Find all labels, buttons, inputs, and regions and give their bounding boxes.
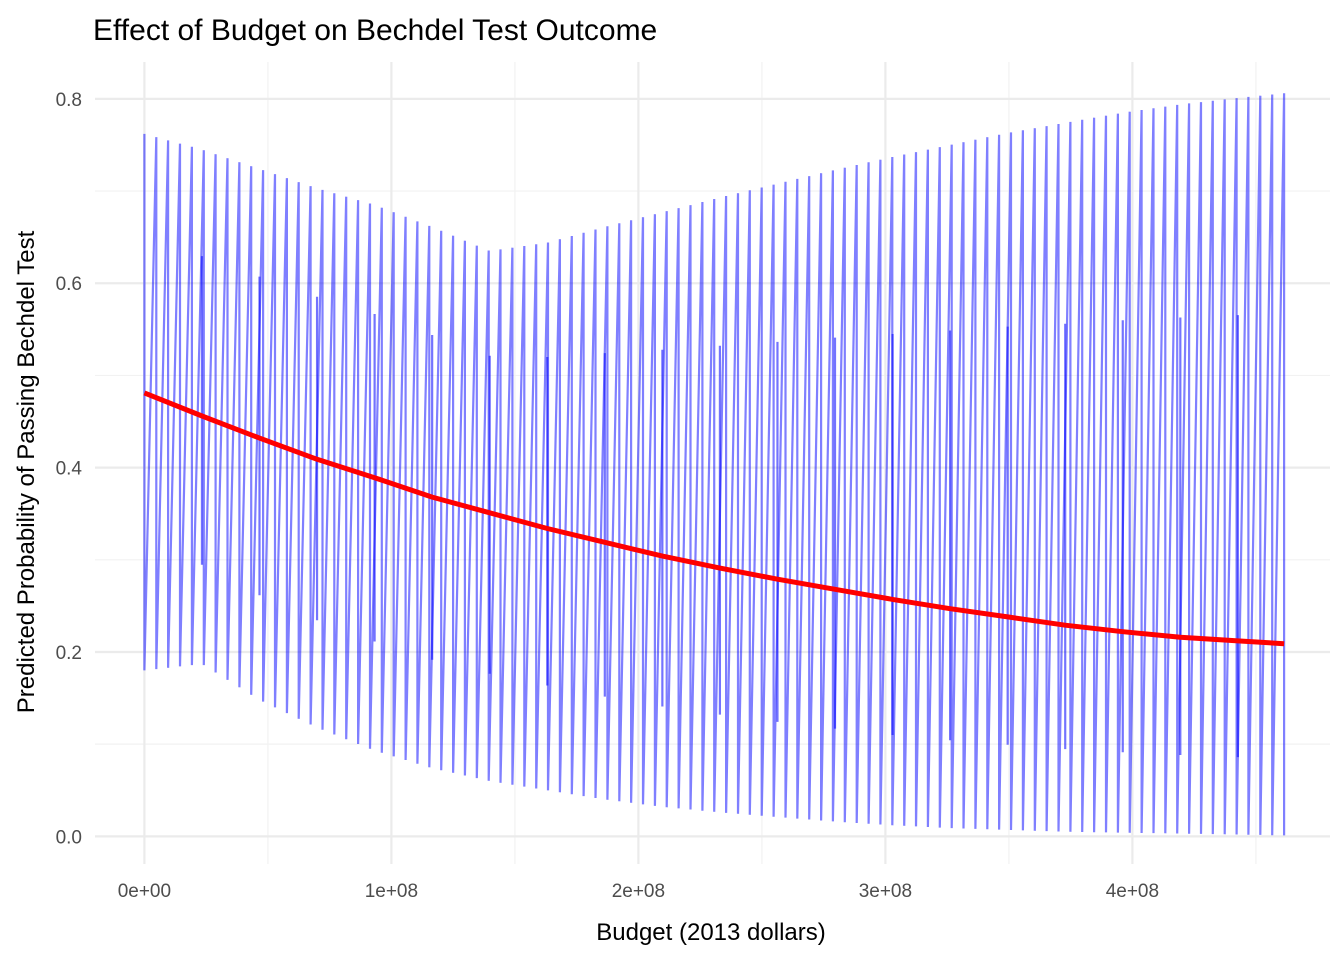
- y-tick-label: 0.8: [56, 90, 82, 111]
- y-axis-title: Predicted Probability of Passing Bechdel…: [13, 230, 40, 713]
- y-tick-label: 0.0: [56, 827, 82, 848]
- y-axis-ticks: 0.0 0.2 0.4 0.6 0.8: [56, 90, 83, 848]
- confidence-interval-lines: [143, 93, 1286, 836]
- x-tick-label: 1e+08: [365, 881, 418, 902]
- confidence-interval-path: [143, 93, 1286, 836]
- x-tick-label: 3e+08: [859, 881, 912, 902]
- x-tick-label: 0e+00: [118, 881, 171, 902]
- chart-title: Effect of Budget on Bechdel Test Outcome: [93, 14, 657, 47]
- y-tick-label: 0.4: [56, 459, 83, 480]
- y-tick-label: 0.6: [56, 274, 82, 295]
- predicted-probability-line: [143, 390, 1285, 647]
- y-tick-label: 0.2: [56, 643, 82, 664]
- x-tick-label: 4e+08: [1106, 881, 1159, 902]
- predicted-probability-path: [143, 390, 1285, 647]
- x-axis-ticks: 0e+00 1e+08 2e+08 3e+08 4e+08: [118, 881, 1159, 902]
- x-axis-title: Budget (2013 dollars): [596, 919, 825, 946]
- x-tick-label: 2e+08: [612, 881, 665, 902]
